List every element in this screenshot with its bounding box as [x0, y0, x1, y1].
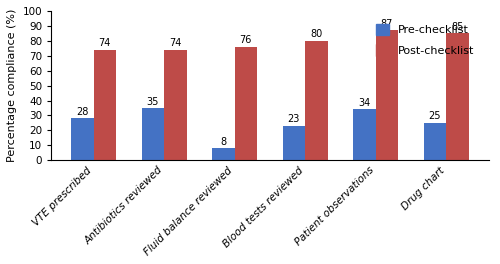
- Text: 25: 25: [428, 111, 441, 121]
- Legend: Pre-checklist, Post-checklist: Pre-checklist, Post-checklist: [372, 20, 479, 60]
- Text: 85: 85: [451, 22, 464, 32]
- Bar: [424, 123, 446, 160]
- Text: 23: 23: [288, 114, 300, 124]
- Text: 34: 34: [358, 98, 370, 108]
- Text: 35: 35: [146, 97, 159, 106]
- Bar: [71, 119, 94, 160]
- Text: 80: 80: [310, 29, 322, 39]
- Y-axis label: Percentage compliance (%): Percentage compliance (%): [7, 9, 17, 162]
- Bar: [376, 30, 398, 160]
- Bar: [446, 33, 468, 160]
- Bar: [234, 47, 257, 160]
- Text: 74: 74: [98, 38, 111, 48]
- Bar: [353, 110, 376, 160]
- Text: 74: 74: [169, 38, 181, 48]
- Text: 76: 76: [240, 35, 252, 45]
- Bar: [142, 108, 164, 160]
- Bar: [282, 126, 305, 160]
- Bar: [164, 50, 186, 160]
- Bar: [94, 50, 116, 160]
- Bar: [212, 148, 234, 160]
- Bar: [305, 41, 328, 160]
- Text: 87: 87: [380, 19, 393, 29]
- Text: 8: 8: [220, 137, 226, 147]
- Text: 28: 28: [76, 107, 88, 117]
